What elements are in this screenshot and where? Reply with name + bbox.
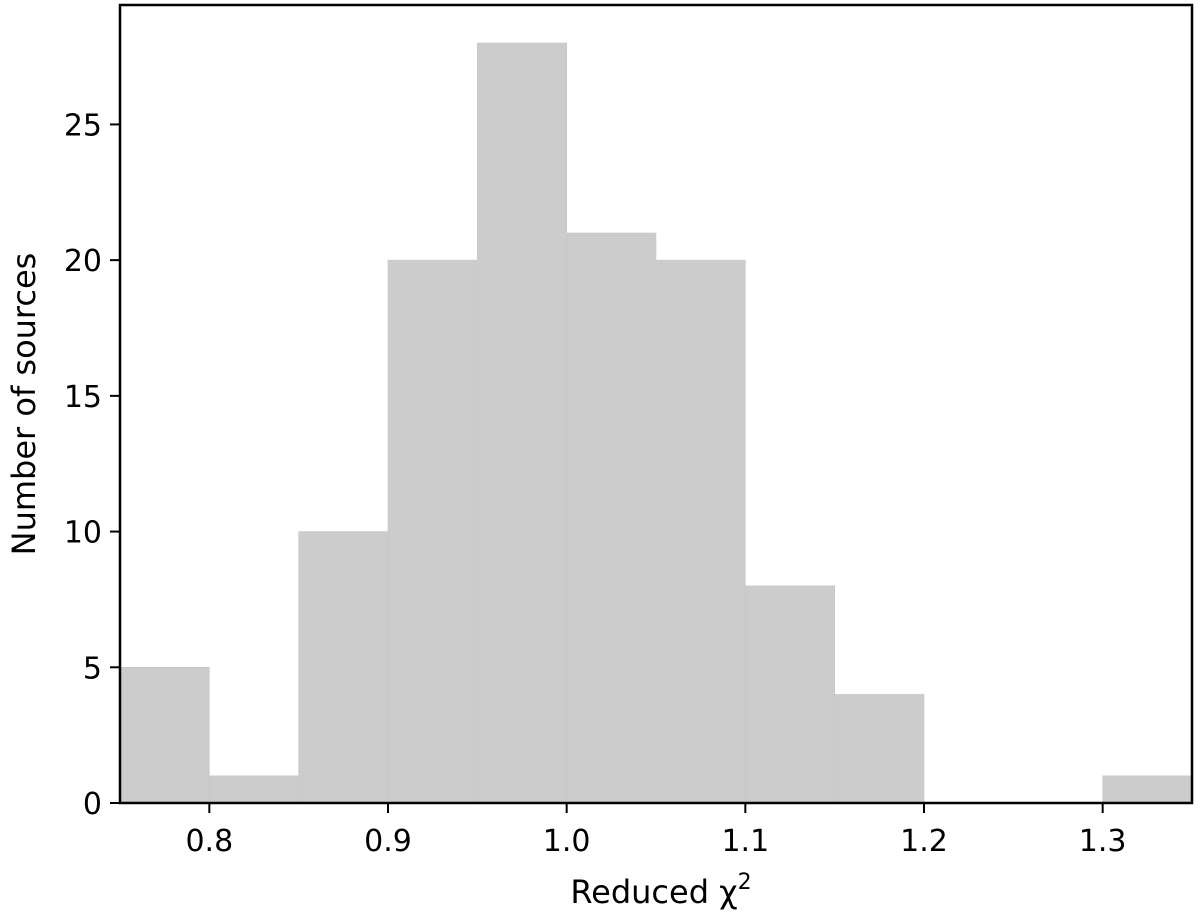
x-tick-label: 1.2 bbox=[900, 824, 948, 859]
y-axis-label: Number of sources bbox=[5, 253, 43, 556]
bars-group bbox=[119, 42, 1193, 804]
y-tick-label: 25 bbox=[64, 108, 102, 143]
x-tick-label: 0.8 bbox=[185, 824, 233, 859]
histogram-bar bbox=[477, 42, 567, 804]
x-tick-label: 1.0 bbox=[543, 824, 591, 859]
y-tick-label: 20 bbox=[64, 244, 102, 279]
y-tick-label: 10 bbox=[64, 516, 102, 551]
x-tick-label: 1.1 bbox=[721, 824, 769, 859]
histogram-bar bbox=[655, 259, 746, 804]
histogram-bar bbox=[566, 232, 657, 804]
x-axis-ticks: 0.8 0.9 1.0 1.1 1.2 1.3 bbox=[185, 803, 1127, 859]
y-tick-label: 0 bbox=[83, 787, 102, 822]
histogram-bar bbox=[387, 259, 478, 804]
histogram-bar bbox=[834, 694, 925, 804]
x-axis-label: Reduced χ2 bbox=[570, 870, 751, 911]
y-axis-ticks: 0 5 10 15 20 25 bbox=[64, 108, 120, 822]
y-tick-label: 5 bbox=[83, 651, 102, 686]
x-axis-label-text: Reduced χ bbox=[570, 873, 737, 911]
histogram-bar bbox=[119, 666, 210, 804]
plot-frame bbox=[118, 3, 1194, 805]
x-tick-label: 0.9 bbox=[364, 824, 412, 859]
histogram-bar bbox=[209, 775, 299, 804]
histogram-bar bbox=[745, 585, 835, 804]
histogram-bar bbox=[1102, 775, 1193, 804]
x-axis-label-superscript: 2 bbox=[738, 870, 752, 895]
y-tick-label: 15 bbox=[64, 380, 102, 415]
histogram-bar bbox=[298, 531, 389, 804]
x-tick-label: 1.3 bbox=[1079, 824, 1127, 859]
